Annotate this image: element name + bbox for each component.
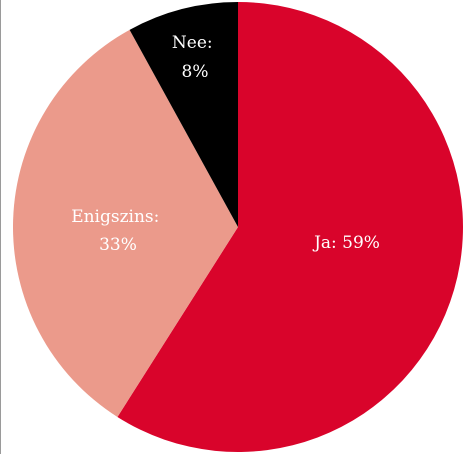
pie-slice-nee <box>129 2 238 227</box>
slice-label-nee-name: Nee: <box>172 33 213 53</box>
slice-label-nee: Nee: 8% <box>172 33 218 82</box>
slice-label-enigszins-name: Enigszins: <box>71 207 159 227</box>
slice-label-enigszins: Enigszins: 33% <box>71 207 165 255</box>
pie-slices <box>12 2 463 452</box>
pie-slice-enigszins <box>12 29 238 417</box>
slice-label-nee-value: 8% <box>182 62 209 82</box>
slice-label-ja: Ja: 59% <box>312 233 380 253</box>
slice-label-enigszins-value: 33% <box>99 235 137 255</box>
pie-slice-ja <box>117 2 463 452</box>
